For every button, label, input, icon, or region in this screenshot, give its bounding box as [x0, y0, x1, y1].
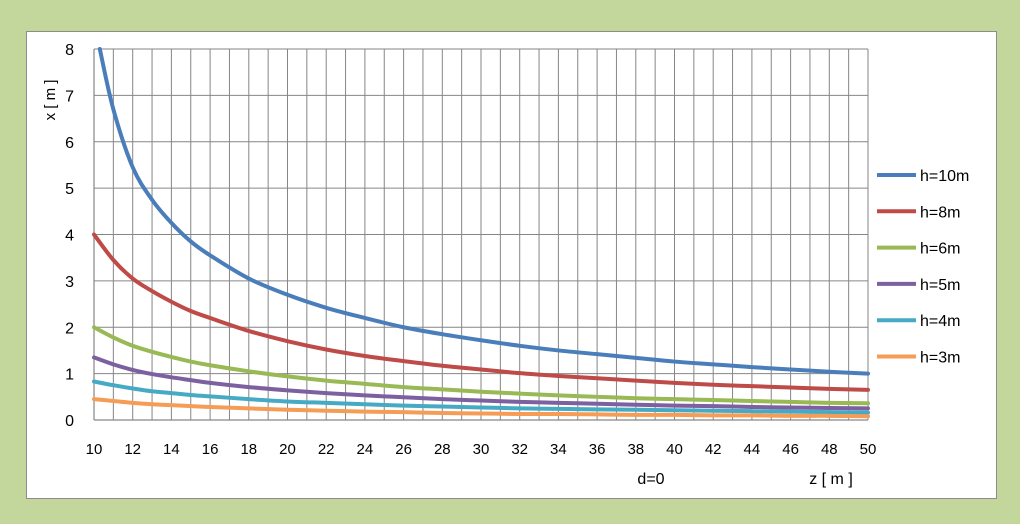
y-tick-label: 8	[65, 42, 74, 59]
y-tick-label: 2	[65, 320, 74, 337]
x-tick-label: 46	[782, 441, 799, 458]
y-tick-label: 1	[65, 367, 74, 384]
x-tick-label: 48	[821, 441, 838, 458]
legend-label: h=5m	[920, 277, 960, 294]
legend-label: h=10m	[920, 168, 969, 185]
series-line-h=6m	[92, 325, 870, 406]
x-tick-label: 40	[666, 441, 683, 458]
x-tick-label: 38	[627, 441, 644, 458]
y-tick-label: 0	[65, 413, 74, 430]
x-tick-label: 16	[202, 441, 219, 458]
x-tick-label: 12	[124, 441, 141, 458]
y-tick-label: 3	[65, 274, 74, 291]
x-tick-label: 28	[434, 441, 451, 458]
series-line-h=4m	[92, 379, 870, 415]
x-tick-label: 30	[473, 441, 490, 458]
y-tick-label: 7	[65, 88, 74, 105]
x-tick-label: 24	[357, 441, 374, 458]
legend-label: h=3m	[920, 350, 960, 367]
x-tick-label: 26	[395, 441, 412, 458]
y-tick-label: 6	[65, 135, 74, 152]
legend-label: h=8m	[920, 204, 960, 221]
series-line-h=8m	[92, 232, 870, 392]
series-line-h=10m	[97, 47, 870, 376]
annotation-label: d=0	[637, 471, 664, 488]
x-tick-label: 20	[279, 441, 296, 458]
series-line-h=5m	[92, 355, 870, 411]
legend-label: h=6m	[920, 241, 960, 258]
series-line-h=3m	[92, 397, 870, 419]
x-tick-label: 10	[86, 441, 103, 458]
x-axis-label: z [ m ]	[809, 471, 853, 488]
x-tick-label: 32	[511, 441, 528, 458]
x-tick-label: 18	[240, 441, 257, 458]
x-tick-label: 14	[163, 441, 180, 458]
x-tick-label: 22	[318, 441, 335, 458]
y-axis-label: x [ m ]	[42, 80, 59, 121]
x-tick-label: 44	[744, 441, 761, 458]
y-tick-label: 5	[65, 181, 74, 198]
legend-label: h=4m	[920, 313, 960, 330]
x-tick-label: 34	[550, 441, 567, 458]
x-tick-label: 36	[589, 441, 606, 458]
x-tick-label: 50	[860, 441, 877, 458]
x-tick-label: 42	[705, 441, 722, 458]
y-tick-label: 4	[65, 228, 74, 245]
